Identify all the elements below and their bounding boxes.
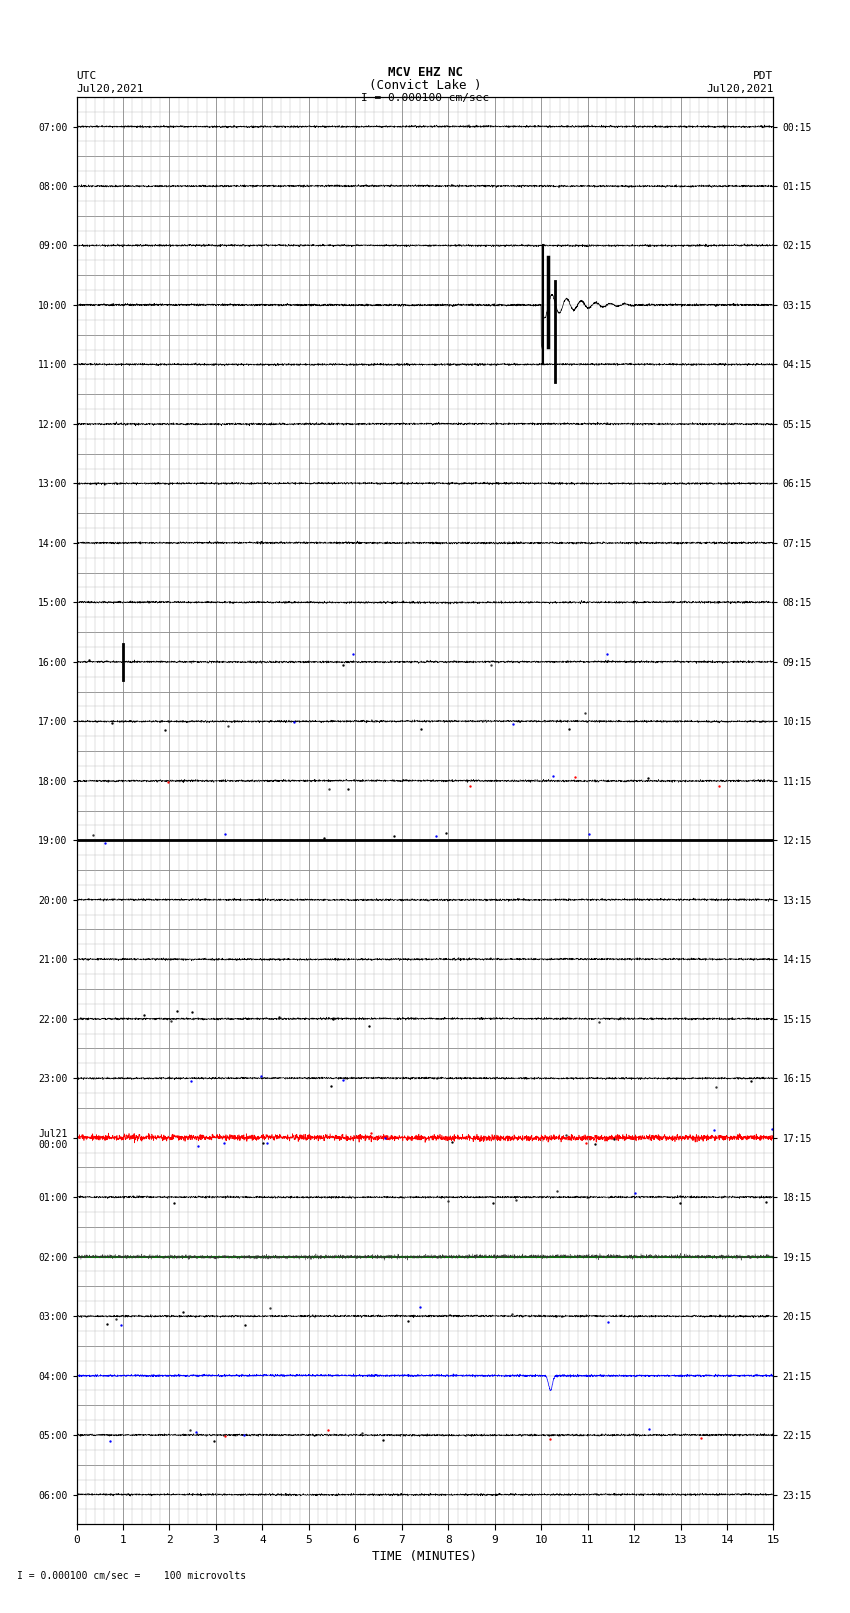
Point: [710, 1074, 723, 1100]
Text: I = 0.000100 cm/sec: I = 0.000100 cm/sec: [361, 94, 489, 103]
Point: [402, 1308, 416, 1334]
Point: [543, 1426, 557, 1452]
Point: [317, 824, 331, 850]
Point: [254, 1063, 268, 1089]
Text: Jul20,2021: Jul20,2021: [706, 84, 774, 94]
Point: [582, 821, 596, 847]
Point: [326, 1005, 340, 1031]
Point: [184, 1418, 197, 1444]
Point: [167, 1190, 181, 1216]
Point: [190, 1419, 203, 1445]
Point: [218, 1131, 231, 1157]
Point: [414, 1294, 428, 1319]
Point: [439, 821, 453, 847]
Point: [322, 776, 336, 802]
Point: [592, 1010, 605, 1036]
Point: [745, 1068, 758, 1094]
Text: Jul20,2021: Jul20,2021: [76, 84, 144, 94]
Point: [765, 1116, 779, 1142]
Point: [579, 1131, 592, 1157]
Point: [760, 1189, 774, 1215]
Point: [341, 776, 354, 802]
Point: [377, 1428, 390, 1453]
Point: [257, 1131, 270, 1157]
Point: [272, 1005, 286, 1031]
Text: UTC: UTC: [76, 71, 97, 81]
Point: [579, 700, 592, 726]
Point: [321, 1418, 335, 1444]
Point: [712, 773, 726, 798]
Point: [170, 998, 184, 1024]
Point: [507, 711, 520, 737]
Point: [158, 718, 172, 744]
Point: [601, 640, 615, 666]
Point: [346, 640, 360, 666]
Point: [104, 1428, 117, 1453]
Point: [509, 1187, 523, 1213]
Point: [569, 765, 582, 790]
Point: [642, 1416, 655, 1442]
Text: (Convict Lake ): (Convict Lake ): [369, 79, 481, 92]
Point: [441, 1187, 455, 1213]
Text: I = 0.000100 cm/sec =    100 microvolts: I = 0.000100 cm/sec = 100 microvolts: [17, 1571, 246, 1581]
Point: [505, 1300, 518, 1326]
Point: [218, 1423, 231, 1448]
Point: [264, 1295, 277, 1321]
Point: [115, 1311, 128, 1337]
Point: [486, 1190, 500, 1216]
Point: [82, 647, 96, 673]
Point: [238, 1311, 252, 1337]
Point: [484, 652, 498, 677]
Point: [286, 710, 300, 736]
Point: [641, 765, 654, 790]
Point: [207, 1429, 221, 1455]
Point: [228, 1126, 241, 1152]
Point: [546, 763, 559, 789]
Point: [99, 831, 112, 857]
Text: MCV EHZ NC: MCV EHZ NC: [388, 66, 462, 79]
Point: [218, 821, 232, 847]
Point: [694, 1424, 708, 1450]
Point: [628, 1181, 642, 1207]
Point: [429, 823, 443, 848]
Point: [176, 1300, 190, 1326]
Point: [549, 1303, 563, 1329]
Point: [674, 1190, 688, 1216]
Point: [164, 1008, 178, 1034]
Point: [601, 1310, 615, 1336]
Point: [551, 1177, 564, 1203]
Point: [137, 1003, 150, 1029]
Point: [362, 1013, 376, 1039]
Point: [337, 1066, 350, 1092]
Point: [559, 1123, 573, 1148]
Point: [378, 1126, 392, 1152]
Point: [388, 823, 401, 848]
Point: [86, 821, 99, 847]
Point: [364, 1119, 377, 1145]
Point: [222, 713, 235, 739]
Point: [414, 716, 428, 742]
Point: [237, 1421, 251, 1447]
Point: [588, 1131, 602, 1157]
Point: [184, 1068, 198, 1094]
Point: [706, 1118, 720, 1144]
Point: [562, 716, 575, 742]
Point: [162, 769, 175, 795]
Point: [185, 998, 199, 1024]
Point: [445, 1129, 459, 1155]
Text: PDT: PDT: [753, 71, 774, 81]
X-axis label: TIME (MINUTES): TIME (MINUTES): [372, 1550, 478, 1563]
Point: [324, 1073, 337, 1098]
Point: [463, 773, 477, 798]
Point: [260, 1131, 274, 1157]
Point: [354, 1419, 368, 1445]
Point: [105, 710, 119, 736]
Point: [100, 1311, 114, 1337]
Point: [109, 1307, 122, 1332]
Point: [607, 1126, 620, 1152]
Point: [75, 1123, 88, 1148]
Point: [191, 1134, 205, 1160]
Point: [337, 653, 350, 679]
